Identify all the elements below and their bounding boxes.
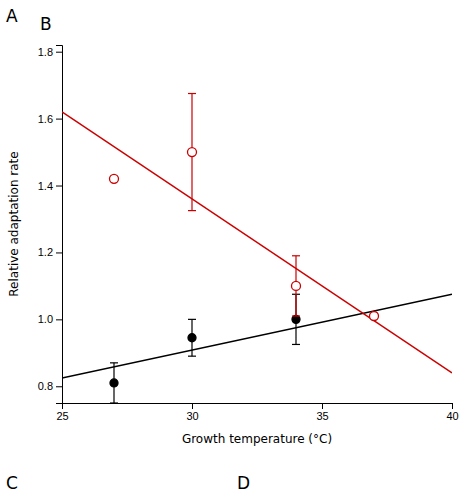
x-tick: 25 [56,403,68,422]
x-tick-mark [322,403,323,409]
y-axis: 0.8 1.0 1.2 1.4 1.6 1.8 [38,46,63,404]
data-point [292,315,300,323]
y-axis-title: Relative adaptation rate [7,151,21,296]
y-tick-label: 1.0 [38,313,53,325]
data-point [110,174,119,183]
panel-label: A [6,6,18,26]
x-tick-label: 30 [186,410,198,422]
error-bar [188,94,196,211]
x-tick: 30 [186,403,198,422]
x-axis-line [63,404,453,410]
error-bar-cap [110,362,118,363]
error-bar-cap [292,315,300,316]
y-tick: 1.0 [38,313,62,325]
x-axis: 25 30 35 40 [56,403,458,422]
y-axis-line [56,46,63,404]
x-tick: 35 [316,403,328,422]
error-bar [292,256,300,316]
data-point [370,312,379,321]
error-bar [188,319,196,356]
chart-svg: 25 30 35 40 0.8 1.0 1.2 1.4 1.6 1.8 Growth tempera… [0,0,474,503]
y-tick-label: 1.8 [38,46,53,58]
y-tick-label: 1.6 [38,113,53,125]
y-tick: 1.4 [38,180,62,192]
y-tick-mark [56,119,62,120]
plot-area: 25 30 35 40 0.8 1.0 1.2 1.4 1.6 1.8 [38,46,459,422]
error-bar-cap [188,93,196,94]
y-tick-mark [56,52,62,53]
point-series [110,294,300,403]
error-bar-cap [188,319,196,320]
y-tick: 0.8 [38,380,62,392]
data-point [110,379,118,387]
x-axis-title: Growth temperature (°C) [182,432,332,446]
y-tick-mark [56,386,62,387]
y-tick-mark [56,319,62,320]
trend-line [62,294,452,378]
chart-title: B [40,14,52,34]
y-tick: 1.6 [38,113,62,125]
x-tick-label: 25 [56,410,68,422]
x-tick-label: 40 [446,410,458,422]
x-tick-mark [452,403,453,409]
y-tick: 1.2 [38,246,62,258]
y-tick-mark [56,252,62,253]
x-tick-mark [192,403,193,409]
error-bar [110,363,118,403]
panel-label: C [6,473,18,493]
data-point [292,281,301,290]
error-bar-cap [292,344,300,345]
error-bar-cap [110,402,118,403]
y-tick: 1.8 [38,46,62,58]
x-tick-label: 35 [316,410,328,422]
y-tick-label: 1.4 [38,180,53,192]
error-bar-cap [188,356,196,357]
marks [62,94,452,403]
x-tick: 40 [446,403,458,422]
point-series [110,94,379,321]
data-point [188,148,197,157]
error-bar-cap [188,210,196,211]
data-point [188,334,196,342]
y-tick-mark [56,186,62,187]
panel-label: D [237,473,250,493]
error-bar-cap [292,255,300,256]
trend-line [62,112,452,373]
y-tick-label: 1.2 [38,246,53,258]
y-tick-label: 0.8 [38,380,53,392]
